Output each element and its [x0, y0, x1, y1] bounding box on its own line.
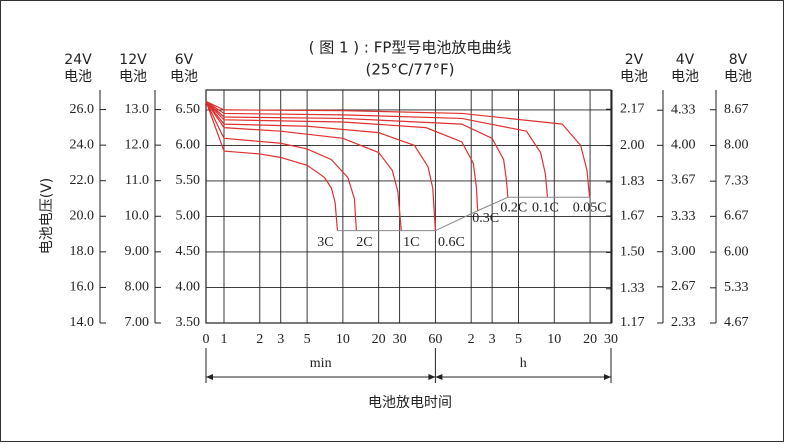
x-tick-label: 2 [468, 332, 475, 347]
y-tick-label: 12.0 [125, 137, 150, 152]
x-tick-label: 5 [304, 332, 311, 347]
series-label: 0.05C [573, 200, 607, 215]
y-tick-label: 1.33 [620, 281, 645, 296]
series-label: 2C [356, 235, 372, 250]
discharge-curve [205, 101, 339, 231]
y-tick-label: 18.0 [70, 244, 95, 259]
discharge-curve [205, 100, 549, 198]
y-tick-label: 5.33 [724, 280, 749, 295]
y-tick-label: 2.00 [620, 138, 645, 153]
y-tick-label: 2.33 [671, 315, 696, 330]
y-tick-label: 2.67 [671, 279, 696, 294]
y-tick-label: 8.00 [125, 280, 150, 295]
x-unit-label: min [310, 356, 332, 371]
axis-header: 电池 [671, 69, 699, 85]
y-tick-label: 3.33 [671, 209, 696, 224]
cutoff-line [337, 196, 590, 232]
x-tick-label: 30 [393, 332, 407, 347]
y-tick-label: 4.67 [724, 315, 749, 330]
y-tick-label: 8.67 [724, 102, 749, 117]
axis-unit: 12V [119, 52, 147, 68]
x-tick-label: 20 [583, 332, 597, 347]
x-tick-label: 60 [428, 332, 442, 347]
y-tick-label: 2.17 [620, 101, 645, 116]
y-tick-label: 6.00 [176, 138, 201, 153]
series-label: 1C [403, 235, 419, 250]
axis-unit: 6V [175, 52, 194, 68]
y-tick-label: 22.0 [70, 173, 95, 188]
y-tick-label: 1.17 [620, 315, 645, 330]
x-tick-label: 5 [515, 332, 522, 347]
y-tick-label: 4.33 [671, 102, 696, 117]
discharge-curve [205, 100, 591, 198]
x-unit-label: h [520, 356, 527, 371]
y-tick-label: 20.0 [70, 209, 95, 224]
y-tick-label: 10.0 [125, 209, 150, 224]
axis-unit: 4V [676, 52, 695, 68]
axis-header: 电池 [64, 69, 92, 85]
y-tick-label: 3.67 [671, 173, 696, 188]
discharge-curve [205, 100, 436, 231]
x-tick-label: 30 [604, 332, 618, 347]
y-tick-label: 1.83 [620, 174, 645, 189]
y-axis-label: 电池电压(V) [39, 178, 55, 255]
y-tick-label: 7.33 [724, 173, 749, 188]
y-tick-label: 14.0 [70, 315, 95, 330]
arrow-head [206, 374, 213, 380]
y-tick-label: 6.67 [724, 209, 749, 224]
axis-unit: 8V [729, 52, 748, 68]
y-tick-label: 7.00 [125, 315, 150, 330]
discharge-curve [205, 100, 509, 198]
series-label: 0.3C [472, 211, 499, 226]
y-tick-label: 6.00 [724, 244, 749, 259]
axis-unit: 2V [625, 52, 644, 68]
y-tick-label: 16.0 [70, 280, 95, 295]
y-tick-label: 4.00 [176, 280, 201, 295]
arrow-head [428, 374, 436, 380]
y-tick-label: 3.00 [671, 244, 696, 259]
x-tick-label: 10 [547, 332, 561, 347]
discharge-curve [205, 101, 358, 231]
series-label: 0.2C [500, 200, 527, 215]
axis-unit: 24V [64, 52, 92, 68]
y-tick-label: 4.50 [176, 244, 201, 259]
axis-header: 电池 [119, 69, 147, 85]
x-tick-label: 2 [256, 332, 263, 347]
x-tick-label: 3 [277, 332, 284, 347]
y-tick-label: 3.50 [176, 315, 201, 330]
y-tick-label: 1.50 [620, 245, 645, 260]
chart-subtitle: (25°C/77°F) [365, 61, 454, 79]
discharge-curve [205, 101, 402, 231]
y-tick-label: 5.50 [176, 173, 201, 188]
y-tick-label: 13.0 [125, 102, 150, 117]
series-label: 3C [317, 235, 333, 250]
x-tick-label: 10 [336, 332, 350, 347]
arrow-head [435, 374, 443, 380]
y-tick-label: 8.00 [724, 138, 749, 153]
x-tick-label: 1 [221, 332, 228, 347]
arrow-head [604, 374, 611, 380]
y-tick-label: 1.67 [620, 208, 645, 223]
series-label: 0.1C [532, 200, 559, 215]
series-label: 0.6C [438, 235, 465, 250]
x-tick-label: 3 [489, 332, 496, 347]
y-tick-label: 6.50 [176, 102, 201, 117]
y-tick-label: 4.00 [671, 138, 696, 153]
y-tick-label: 26.0 [70, 102, 95, 117]
y-tick-label: 11.0 [125, 173, 149, 188]
axis-header: 电池 [170, 69, 198, 85]
chart-title: ( 图 1 ) : FP型号电池放电曲线 [309, 39, 512, 57]
x-axis-label: 电池放电时间 [368, 395, 452, 411]
axis-header: 电池 [620, 69, 648, 85]
x-tick-label: 0 [203, 332, 210, 347]
x-tick-label: 20 [372, 332, 386, 347]
y-tick-label: 9.00 [125, 244, 150, 259]
y-tick-label: 5.00 [176, 209, 201, 224]
discharge-curve [205, 100, 479, 211]
y-tick-label: 24.0 [70, 137, 95, 152]
axis-header: 电池 [724, 69, 752, 85]
